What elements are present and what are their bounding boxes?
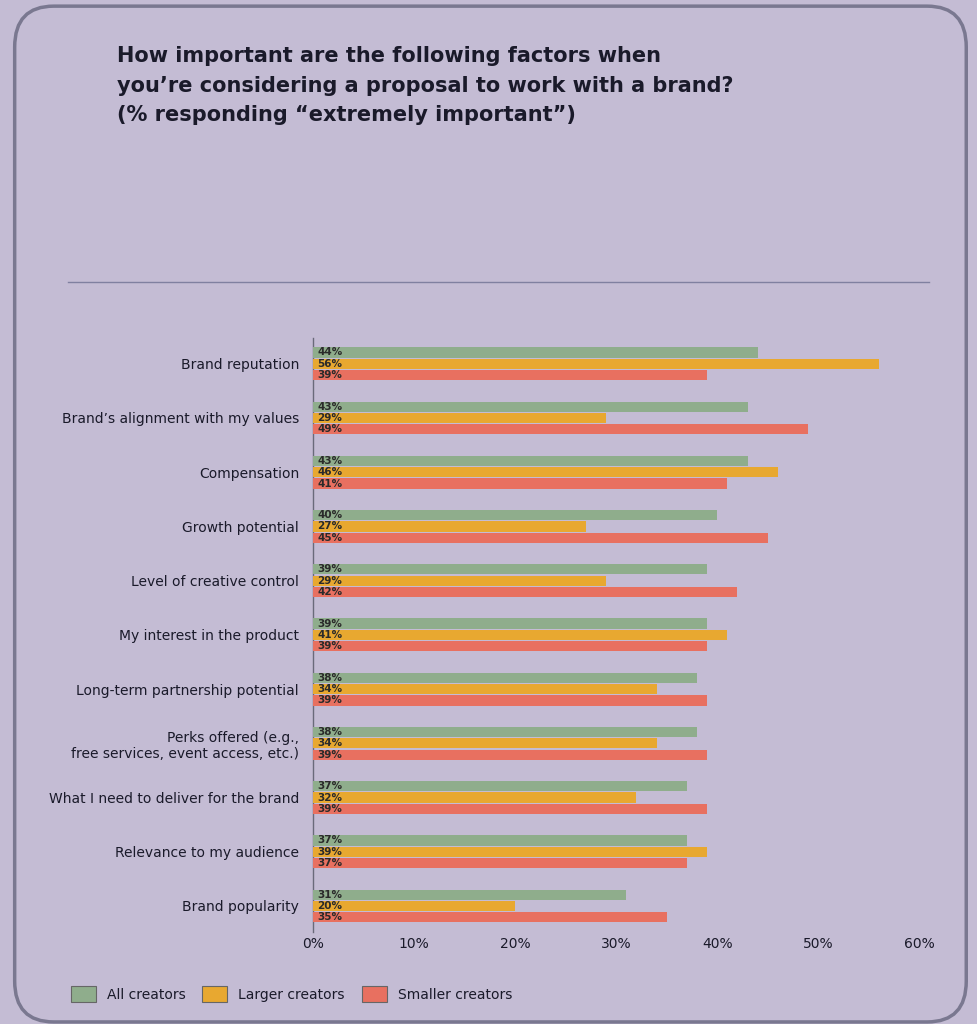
Text: 29%: 29% [317,575,342,586]
Text: 39%: 39% [317,847,342,857]
Text: 41%: 41% [317,630,342,640]
Bar [313,575,606,586]
Text: 43%: 43% [317,456,342,466]
Text: 39%: 39% [317,641,342,651]
Bar [313,781,686,792]
Bar [313,836,686,846]
Bar [313,532,767,543]
Bar [313,793,636,803]
Text: 39%: 39% [317,695,342,706]
Bar [313,618,706,629]
Text: 40%: 40% [317,510,342,520]
Bar [313,358,878,369]
Bar [313,750,706,760]
Bar [313,727,697,737]
Bar [313,912,666,923]
Bar [313,858,686,868]
Text: 39%: 39% [317,618,342,629]
Text: 35%: 35% [317,912,342,923]
Text: 37%: 37% [317,836,342,846]
Text: 39%: 39% [317,804,342,814]
Bar [313,804,706,814]
Text: 43%: 43% [317,401,342,412]
Legend: All creators, Larger creators, Smaller creators: All creators, Larger creators, Smaller c… [65,981,517,1008]
Bar [313,347,757,357]
Bar [313,684,656,694]
Bar [313,413,606,423]
Text: 39%: 39% [317,564,342,574]
Bar [313,587,737,597]
Bar [313,738,656,749]
Bar [313,456,746,466]
Text: How important are the following factors when
you’re considering a proposal to wo: How important are the following factors … [117,46,733,125]
Bar [313,401,746,412]
Bar [313,641,706,651]
Text: 29%: 29% [317,413,342,423]
Bar [313,630,727,640]
Bar [313,478,727,488]
Text: 20%: 20% [317,901,342,911]
Bar [313,424,807,434]
Text: 41%: 41% [317,478,342,488]
Bar [313,564,706,574]
Text: 38%: 38% [317,673,342,683]
Text: 31%: 31% [317,890,342,900]
Bar [313,901,515,911]
Text: 34%: 34% [317,738,342,749]
Text: 56%: 56% [317,358,342,369]
Bar [313,370,706,380]
Text: 44%: 44% [317,347,342,357]
Text: 27%: 27% [317,521,342,531]
Text: 39%: 39% [317,370,342,380]
Text: 39%: 39% [317,750,342,760]
Text: 32%: 32% [317,793,342,803]
Bar [313,510,716,520]
Text: 42%: 42% [317,587,342,597]
Bar [313,521,585,531]
Bar [313,847,706,857]
Text: 38%: 38% [317,727,342,737]
Bar [313,890,625,900]
Text: 34%: 34% [317,684,342,694]
Text: 37%: 37% [317,858,342,868]
Text: 37%: 37% [317,781,342,792]
Text: 45%: 45% [317,532,342,543]
Text: 49%: 49% [317,424,342,434]
Text: 46%: 46% [317,467,342,477]
Bar [313,673,697,683]
Bar [313,467,777,477]
Bar [313,695,706,706]
